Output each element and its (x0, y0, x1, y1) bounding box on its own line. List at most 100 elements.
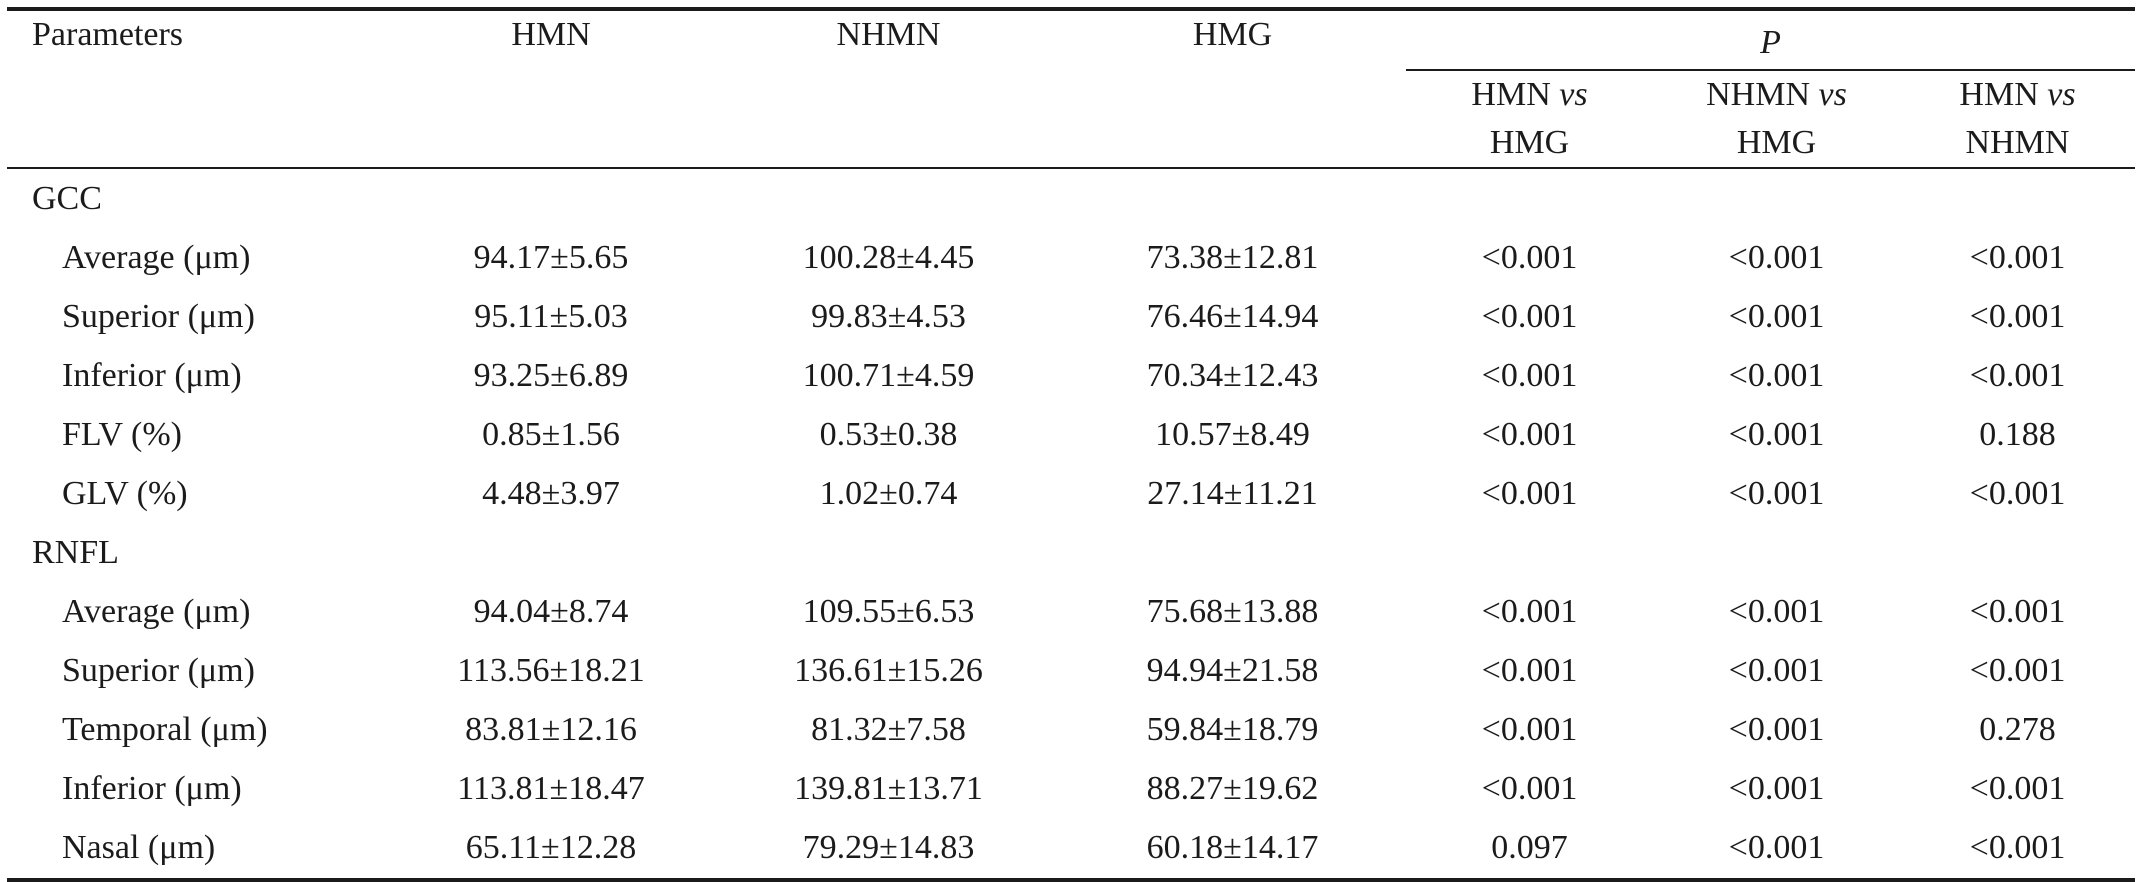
parameter-cell: Superior (μm) (62, 297, 255, 335)
section-row: RNFL (7, 523, 2135, 582)
value-cell: 95.11±5.03 (474, 297, 628, 335)
value-cell: 73.38±12.81 (1146, 238, 1319, 276)
p-value-cell: 0.097 (1491, 829, 1568, 866)
p-value-cell: 0.188 (1979, 415, 2056, 453)
parameter-cell: Nasal (μm) (62, 829, 216, 866)
value-cell: 113.81±18.47 (457, 769, 645, 807)
header-p-group-a: HMN (1959, 76, 2039, 113)
section-row: GCC (7, 168, 2135, 228)
table-row: Inferior (μm) 113.81±18.47 139.81±13.71 88.… (7, 759, 2135, 818)
table-row: GLV (%) 4.48±3.97 1.02±0.74 27.14±11.21 <0.0… (7, 464, 2135, 523)
value-cell: 94.94±21.58 (1146, 651, 1319, 689)
value-cell: 59.84±18.79 (1146, 710, 1319, 748)
p-value-cell: <0.001 (1728, 297, 1825, 335)
parameter-cell: Inferior (μm) (62, 769, 242, 807)
header-p-line1: HMN vs (1406, 71, 1653, 119)
p-value-cell: <0.001 (1481, 356, 1578, 394)
value-cell: 81.32±7.58 (811, 710, 966, 748)
table-row: FLV (%) 0.85±1.56 0.53±0.38 10.57±8.49 <0.00… (7, 405, 2135, 464)
header-p-group-a: HMN (1471, 76, 1551, 113)
value-cell: 75.68±13.88 (1146, 592, 1319, 630)
parameter-cell: Average (μm) (62, 238, 251, 276)
table-row: Superior (μm) 95.11±5.03 99.83±4.53 76.46±1… (7, 287, 2135, 346)
table-row: Inferior (μm) 93.25±6.89 100.71±4.59 70.34±… (7, 346, 2135, 405)
parameter-cell: Temporal (μm) (62, 710, 268, 748)
value-cell: 139.81±13.71 (794, 769, 983, 807)
value-cell: 0.53±0.38 (819, 415, 958, 453)
p-value-cell: <0.001 (1481, 297, 1578, 335)
value-cell: 83.81±12.16 (465, 710, 637, 748)
p-value-cell: <0.001 (1969, 829, 2066, 866)
p-value-cell: <0.001 (1728, 415, 1825, 453)
value-cell: 99.83±4.53 (811, 297, 966, 335)
header-hmg: HMG (1059, 9, 1406, 169)
header-p-group-a: NHMN (1706, 76, 1811, 113)
header-p-hmn-vs-nhmn: HMN vs NHMN (1900, 70, 2136, 169)
value-cell: 79.29±14.83 (802, 829, 975, 866)
table-row: Nasal (μm) 65.11±12.28 79.29±14.83 60.18±14… (7, 818, 2135, 880)
value-cell: 109.55±6.53 (802, 592, 975, 630)
p-value-cell: <0.001 (1969, 474, 2066, 512)
parameter-cell: Average (μm) (62, 592, 251, 630)
p-value-cell: <0.001 (1481, 238, 1578, 276)
section-title: RNFL (32, 533, 119, 571)
section-title: GCC (32, 179, 102, 217)
header-parameters: Parameters (7, 9, 384, 169)
p-value-cell: <0.001 (1728, 238, 1825, 276)
table-row: Average (μm) 94.17±5.65 100.28±4.45 73.38±1… (7, 228, 2135, 287)
p-value-cell: <0.001 (1728, 769, 1825, 807)
header-p-group-b: NHMN (1965, 124, 2070, 161)
table-body: GCC Average (μm) 94.17±5.65 100.28±4.45 73.3… (7, 168, 2135, 880)
comparison-table: Parameters HMN NHMN HMG P HMN vs HMG NHMN … (7, 7, 2136, 882)
table-header: Parameters HMN NHMN HMG P HMN vs HMG NHMN … (7, 9, 2136, 169)
p-value-cell: <0.001 (1728, 474, 1825, 512)
header-hmn: HMN (384, 9, 718, 169)
header-row-top: Parameters HMN NHMN HMG P (7, 9, 2136, 169)
header-p-group-b: HMG (1736, 124, 1817, 161)
value-cell: 136.61±15.26 (794, 651, 983, 689)
value-cell: 60.18±14.17 (1146, 829, 1319, 866)
parameter-cell: GLV (%) (62, 474, 188, 512)
p-value-cell: <0.001 (1481, 710, 1578, 748)
header-p-vs: vs (1818, 76, 1847, 113)
p-value-cell: <0.001 (1969, 238, 2066, 276)
p-value-cell: <0.001 (1728, 829, 1825, 866)
value-cell: 65.11±12.28 (465, 829, 637, 866)
value-cell: 76.46±14.94 (1146, 297, 1319, 335)
header-p-line1: HMN vs (1900, 71, 2135, 119)
p-value-cell: <0.001 (1481, 651, 1578, 689)
p-value-cell: <0.001 (1481, 474, 1578, 512)
value-cell: 100.71±4.59 (802, 356, 975, 394)
value-cell: 94.17±5.65 (473, 238, 629, 276)
header-row-sub: HMN vs HMG NHMN vs HMG HMN vs NHMN (7, 70, 2136, 169)
header-p-value: P (1406, 9, 2136, 71)
p-value-cell: <0.001 (1969, 297, 2066, 335)
value-cell: 113.56±18.21 (457, 651, 645, 689)
value-cell: 94.04±8.74 (473, 592, 629, 630)
parameter-cell: Inferior (μm) (62, 356, 242, 394)
p-value-cell: 0.278 (1979, 710, 2056, 748)
value-cell: 1.02±0.74 (819, 474, 958, 512)
p-value-cell: <0.001 (1728, 651, 1825, 689)
value-cell: 88.27±19.62 (1146, 769, 1319, 807)
p-value-cell: <0.001 (1481, 769, 1578, 807)
p-value-cell: <0.001 (1969, 651, 2066, 689)
p-value-cell: <0.001 (1481, 592, 1578, 630)
p-value-cell: <0.001 (1969, 769, 2066, 807)
table-row: Average (μm) 94.04±8.74 109.55±6.53 75.68±1… (7, 582, 2135, 641)
table-row: Superior (μm) 113.56±18.21 136.61±15.26 94.… (7, 641, 2135, 700)
table-row: Temporal (μm) 83.81±12.16 81.32±7.58 59.84±… (7, 700, 2135, 759)
parameter-cell: FLV (%) (62, 415, 182, 453)
p-value-cell: <0.001 (1969, 356, 2066, 394)
p-value-cell: <0.001 (1481, 415, 1578, 453)
header-p-group-b: HMG (1489, 124, 1570, 161)
header-nhmn: NHMN (718, 9, 1059, 169)
value-cell: 10.57±8.49 (1155, 415, 1310, 453)
value-cell: 0.85±1.56 (482, 415, 620, 453)
p-value-cell: <0.001 (1728, 710, 1825, 748)
value-cell: 4.48±3.97 (482, 474, 620, 512)
header-p-line1: NHMN vs (1653, 71, 1900, 119)
p-value-cell: <0.001 (1728, 356, 1825, 394)
value-cell: 100.28±4.45 (802, 238, 975, 276)
value-cell: 70.34±12.43 (1146, 356, 1319, 394)
